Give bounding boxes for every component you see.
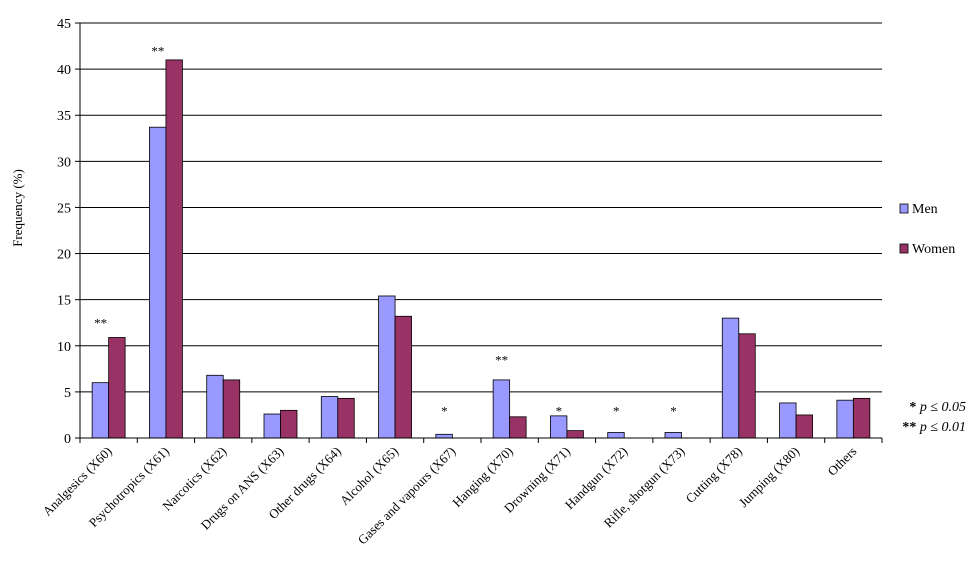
significance-mark: ** bbox=[151, 44, 164, 59]
y-tick-label: 0 bbox=[64, 432, 71, 447]
category-label: Alcohol (X65) bbox=[337, 444, 401, 508]
legend-label-women: Women bbox=[912, 242, 955, 257]
category-label: Gases and vapours (X67) bbox=[355, 444, 459, 548]
gridlines bbox=[80, 22, 882, 393]
significance-mark: * bbox=[441, 403, 448, 418]
y-tick-label: 45 bbox=[57, 17, 71, 32]
footnote-stars: * bbox=[909, 400, 917, 415]
bars bbox=[91, 59, 871, 439]
legend-swatch-women bbox=[899, 243, 909, 254]
bar-men bbox=[320, 396, 339, 439]
bar-men bbox=[149, 126, 167, 439]
axes bbox=[79, 23, 882, 439]
bar-women bbox=[337, 397, 355, 439]
bar-women bbox=[566, 430, 584, 439]
bar-men bbox=[664, 432, 682, 439]
bar-women bbox=[280, 409, 298, 439]
bar-women bbox=[852, 397, 871, 439]
category-label: Jumping (X80) bbox=[736, 444, 803, 511]
y-axis-ticks: 0 5 10 15 20 25 30 35 40 45 bbox=[57, 17, 80, 447]
footnote-stars: ** bbox=[902, 420, 917, 435]
legend-swatch-men bbox=[899, 203, 909, 214]
bar-men bbox=[779, 402, 797, 439]
bar-women bbox=[795, 414, 813, 439]
bar-men bbox=[206, 374, 224, 439]
bar-men bbox=[836, 399, 854, 439]
category-label: Others bbox=[824, 444, 859, 479]
bar-men bbox=[492, 379, 511, 439]
y-tick-label: 30 bbox=[57, 155, 71, 170]
legend: Men Women bbox=[899, 202, 955, 257]
bar-men bbox=[550, 415, 568, 439]
significance-mark: ** bbox=[495, 353, 508, 368]
significance-mark: ** bbox=[94, 316, 107, 331]
bar-women bbox=[394, 315, 412, 439]
bar-women bbox=[222, 379, 241, 439]
y-tick-label: 5 bbox=[64, 386, 71, 401]
y-tick-label: 25 bbox=[57, 201, 71, 216]
significance-mark: * bbox=[556, 403, 563, 418]
bar-men bbox=[378, 295, 396, 439]
significance-marks: ******** * * bbox=[94, 44, 677, 419]
footnote-p001: ** p ≤ 0.01 bbox=[902, 420, 966, 436]
bar-men bbox=[263, 413, 281, 439]
bar-men bbox=[721, 317, 740, 439]
footnote-text: p ≤ 0.05 bbox=[919, 400, 966, 415]
bar-women bbox=[738, 333, 756, 439]
bar-men bbox=[91, 382, 110, 439]
bar-women bbox=[108, 337, 126, 439]
y-tick-label: 20 bbox=[57, 248, 71, 263]
y-axis-label: Frequency (%) bbox=[10, 169, 25, 247]
bar-men bbox=[607, 432, 625, 439]
footnote-p005: * p ≤ 0.05 bbox=[909, 400, 966, 416]
y-tick-label: 35 bbox=[57, 109, 71, 124]
significance-mark: * bbox=[613, 403, 620, 418]
bar-women bbox=[165, 59, 183, 439]
legend-label-men: Men bbox=[912, 202, 938, 217]
bar-men bbox=[435, 433, 453, 439]
y-tick-label: 10 bbox=[57, 340, 71, 355]
footnote-text: p ≤ 0.01 bbox=[919, 420, 966, 435]
category-label: Cutting (X78) bbox=[682, 444, 744, 506]
y-tick-label: 40 bbox=[57, 63, 71, 78]
bar-women bbox=[509, 416, 527, 439]
y-tick-label: 15 bbox=[57, 294, 71, 309]
significance-mark: * bbox=[670, 403, 677, 418]
category-labels: Analgesics (X60)Psychotropics (X61)Narco… bbox=[40, 438, 883, 548]
